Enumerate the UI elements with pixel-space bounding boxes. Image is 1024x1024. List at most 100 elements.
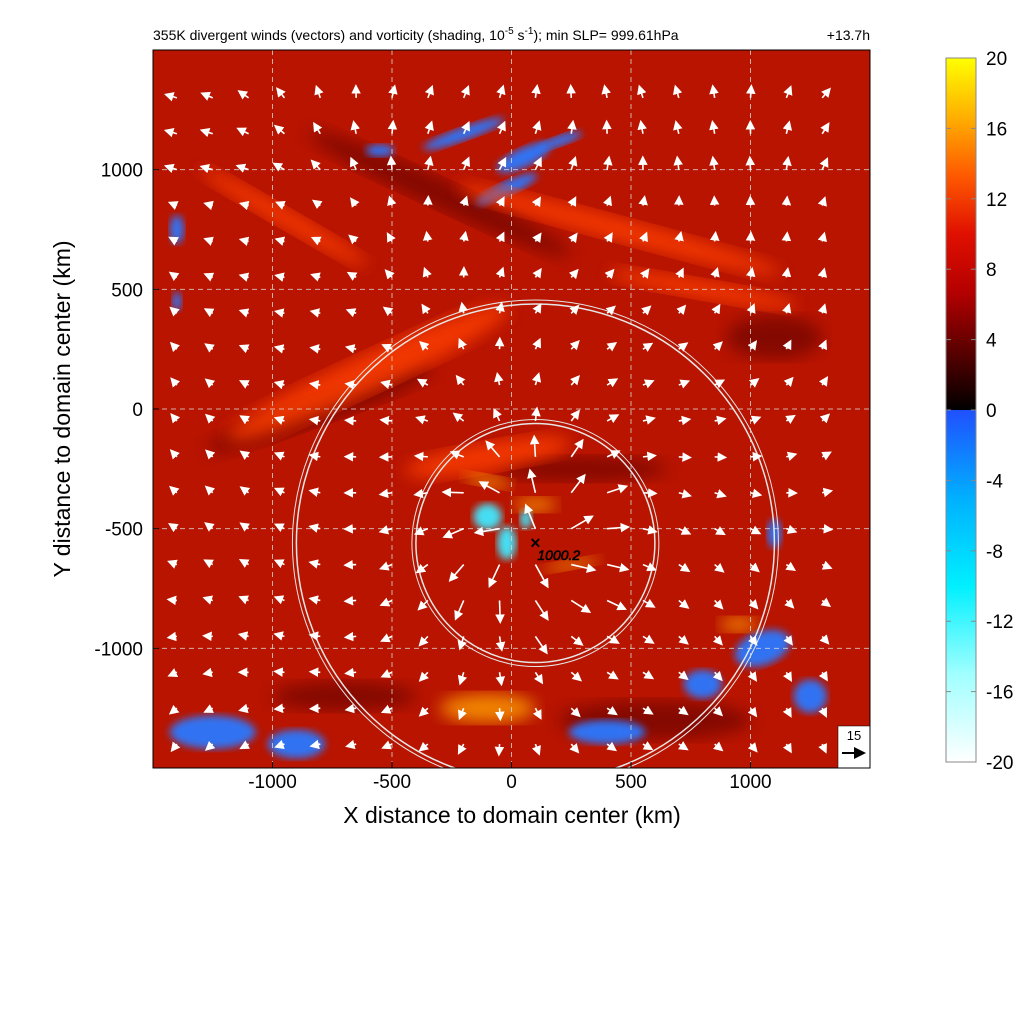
wind-vector — [822, 524, 834, 534]
wind-vector — [380, 669, 393, 678]
wind-vector — [712, 706, 724, 717]
wind-vector — [747, 742, 758, 753]
wind-vector — [276, 87, 286, 99]
wind-vector — [783, 635, 793, 646]
wind-vector — [239, 450, 251, 460]
colorbar-negative — [946, 410, 976, 762]
wind-vector — [309, 344, 321, 354]
negative-vorticity-patch — [473, 503, 502, 530]
wind-vector — [821, 451, 832, 461]
wind-vector — [274, 272, 285, 282]
vorticity-weak-region — [726, 315, 823, 359]
negative-vorticity-patch — [169, 715, 256, 749]
wind-vector — [273, 595, 285, 605]
wind-vector — [424, 84, 434, 99]
wind-vector — [817, 231, 827, 243]
colorbar-positive — [946, 58, 976, 410]
wind-vector — [678, 670, 689, 681]
wind-vector — [238, 308, 250, 318]
wind-vector — [601, 84, 611, 99]
wind-vector — [459, 230, 469, 242]
wind-vector — [750, 488, 763, 498]
wind-vector — [239, 522, 250, 532]
wind-vector — [169, 449, 180, 460]
wind-vector — [418, 706, 429, 717]
wind-vector — [781, 267, 792, 278]
wind-vector — [569, 304, 580, 315]
wind-vector — [273, 631, 285, 641]
wind-vector — [416, 378, 429, 388]
wind-vector — [781, 231, 792, 242]
wind-vector — [170, 741, 181, 753]
wind-vector — [678, 526, 692, 535]
wind-vector — [709, 155, 719, 170]
wind-vector — [570, 635, 584, 646]
wind-vector — [203, 200, 214, 211]
wind-vector — [310, 272, 321, 282]
wind-vector — [750, 451, 763, 462]
wind-vector — [567, 196, 577, 207]
wind-vector — [524, 503, 537, 529]
wind-vector — [168, 271, 180, 282]
wind-vector — [413, 526, 429, 536]
wind-vector — [712, 670, 723, 682]
x-tick-label: -500 — [373, 772, 411, 793]
negative-vorticity-patch — [497, 142, 550, 173]
positive-vorticity-patch — [719, 617, 758, 632]
y-tick-label: 1000 — [101, 161, 143, 182]
y-axis-label: Y distance to domain center (km) — [49, 240, 75, 577]
plot-area — [153, 50, 870, 768]
wind-vector — [750, 525, 762, 535]
wind-vector — [167, 668, 179, 677]
vorticity-weak-region — [499, 456, 667, 481]
wind-vector — [380, 633, 393, 643]
wind-vector — [345, 308, 357, 318]
wind-vector — [638, 195, 648, 206]
wind-vector — [239, 380, 250, 389]
wind-vector — [712, 635, 723, 646]
wind-vector — [349, 156, 359, 170]
wind-vector — [344, 344, 357, 354]
wind-vector — [674, 231, 684, 242]
wind-vector — [677, 342, 689, 352]
wind-vector — [459, 195, 469, 207]
wind-vector — [202, 667, 213, 678]
wind-vector — [678, 741, 689, 751]
wind-vector — [678, 599, 690, 609]
wind-vector — [818, 707, 828, 718]
wind-vector — [309, 308, 321, 318]
wind-vector — [533, 156, 542, 171]
wind-vector — [785, 414, 796, 425]
range-ring-outer — [291, 299, 779, 768]
wind-vector — [529, 434, 540, 457]
colorbar-tick-label: -12 — [986, 612, 1013, 633]
wind-vector — [238, 595, 250, 605]
wind-vector — [639, 231, 648, 243]
wind-vector — [817, 196, 827, 207]
reference-vector-label: 15 — [847, 728, 861, 743]
wind-vector — [711, 303, 721, 315]
wind-vector — [308, 703, 321, 714]
wind-vector — [818, 742, 827, 754]
wind-vector — [237, 90, 250, 100]
wind-vector — [709, 84, 719, 98]
wind-vector — [783, 671, 793, 682]
wind-vector — [238, 272, 250, 282]
wind-vector — [419, 340, 430, 351]
wind-vector — [388, 84, 398, 99]
wind-vector — [274, 739, 285, 750]
wind-vector — [782, 303, 792, 314]
wind-vector — [204, 378, 216, 389]
wind-vector — [200, 91, 214, 101]
wind-vector — [378, 488, 393, 499]
wind-vector — [424, 155, 434, 170]
wind-vector — [167, 201, 179, 210]
wind-vector — [238, 236, 250, 246]
wind-vector — [532, 120, 542, 135]
wind-vector — [273, 380, 285, 390]
wind-vector — [678, 562, 691, 573]
wind-vector — [747, 706, 758, 718]
wind-vector — [380, 379, 393, 390]
wind-vector — [642, 451, 657, 462]
wind-vector — [784, 598, 795, 609]
